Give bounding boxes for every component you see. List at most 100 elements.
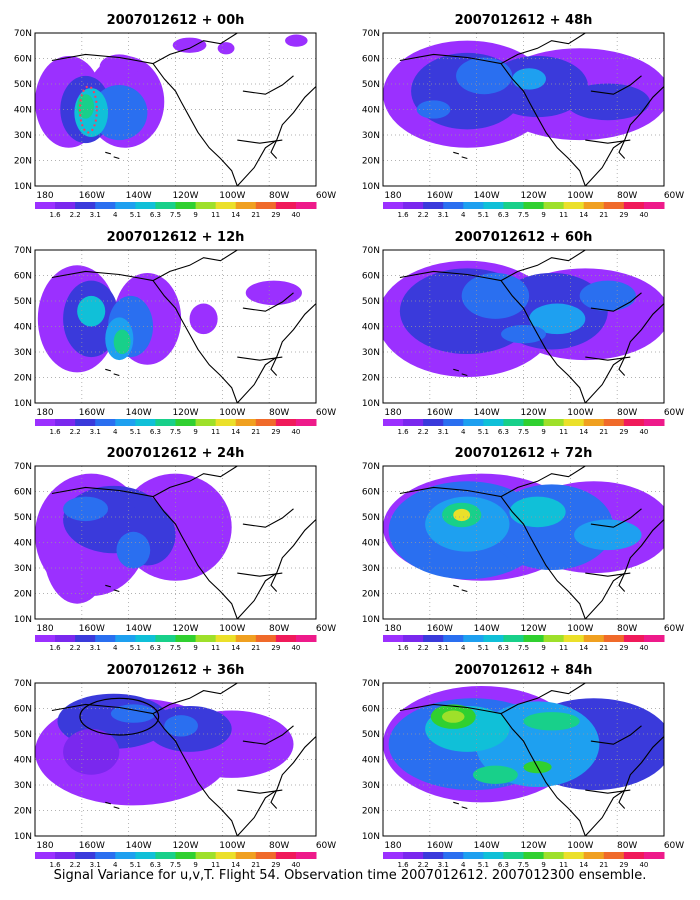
colorbar-label: 7.5 <box>518 428 529 436</box>
panel-title: 2007012612 + 12h <box>107 230 245 245</box>
coastline <box>585 572 631 577</box>
map-frame <box>382 682 665 837</box>
colorbar-label: 40 <box>639 211 648 219</box>
variance-contour <box>523 712 580 731</box>
colorbar-swatch <box>175 419 197 426</box>
coastline <box>105 801 112 805</box>
colorbar-label: 7.5 <box>170 428 181 436</box>
colorbar-swatch <box>503 202 524 209</box>
colorbar-swatch <box>563 202 585 209</box>
latitude-label: 40N <box>14 756 32 766</box>
colorbar-label: 11 <box>559 644 568 652</box>
colorbar-label: 40 <box>639 644 648 652</box>
colorbar-swatch <box>255 635 277 642</box>
latitude-label: 10N <box>362 399 380 409</box>
latitude-label: 10N <box>14 399 32 409</box>
colorbar-swatch <box>255 202 277 209</box>
coastline <box>461 373 468 377</box>
coastline <box>270 139 278 159</box>
colorbar-label: 11 <box>559 861 568 869</box>
colorbar-label: 6.3 <box>498 211 509 219</box>
colorbar-swatch <box>523 419 545 426</box>
coastline <box>618 789 626 809</box>
longitude-label: 180 <box>36 624 53 634</box>
colorbar-label: 6.3 <box>498 861 509 869</box>
colorbar-swatch <box>75 852 96 859</box>
longitude-label: 100W <box>567 841 593 851</box>
longitude-label: 180 <box>36 191 53 201</box>
colorbar-label: 14 <box>231 211 240 219</box>
longitude-label: 120W <box>520 624 546 634</box>
longitude-label: 80W <box>269 841 289 851</box>
longitude-label: 140W <box>474 191 500 201</box>
panel-title: 2007012612 + 60h <box>455 230 593 245</box>
variance-field <box>383 466 664 619</box>
latitude-label: 10N <box>362 832 380 842</box>
colorbar-label: 14 <box>579 428 588 436</box>
colorbar-swatch <box>543 419 565 426</box>
colorbar-swatch <box>55 635 76 642</box>
colorbar-label: 1.6 <box>50 861 62 869</box>
colorbar-label: 2.2 <box>418 211 429 219</box>
coastline <box>242 508 294 528</box>
colorbar-label: 14 <box>231 428 240 436</box>
latitude-label: 70N <box>14 679 32 689</box>
coastline <box>500 683 586 715</box>
longitude-label: 180 <box>384 408 401 418</box>
colorbar-swatch <box>275 635 297 642</box>
longitude-label: 60W <box>664 408 684 418</box>
colorbar-swatch <box>275 419 297 426</box>
colorbar-label: 7.5 <box>170 211 181 219</box>
colorbar-label: 14 <box>579 211 588 219</box>
longitude-label: 120W <box>172 408 198 418</box>
colorbar-label: 2.2 <box>70 211 81 219</box>
colorbar-label: 29 <box>271 861 280 869</box>
flight-track <box>78 85 98 134</box>
colorbar-label: 5.1 <box>478 644 489 652</box>
variance-contour <box>77 295 106 327</box>
latitude-label: 20N <box>14 374 32 384</box>
coastline <box>500 466 586 498</box>
longitude-label: 160W <box>427 841 453 851</box>
colorbar-swatch <box>603 635 625 642</box>
colorbar-swatch <box>583 419 605 426</box>
colorbar-label: 3.1 <box>90 211 101 219</box>
colorbar-label: 9 <box>541 211 545 219</box>
colorbar-swatch <box>443 419 464 426</box>
latitude-label: 10N <box>362 182 380 192</box>
coastline <box>113 373 120 377</box>
colorbar-swatch <box>35 419 56 426</box>
colorbar-swatch <box>443 635 464 642</box>
coastline <box>105 368 112 372</box>
colorbar-swatch <box>583 202 605 209</box>
coastline <box>584 86 664 186</box>
coastline <box>453 801 460 805</box>
variance-contour <box>416 100 451 119</box>
map-frame <box>34 465 317 620</box>
coastline <box>585 789 631 794</box>
latitude-label: 30N <box>362 781 380 791</box>
latitude-label: 50N <box>14 80 32 90</box>
colorbar-swatch <box>583 635 605 642</box>
variance-contour <box>116 531 151 569</box>
latitude-label: 40N <box>14 323 32 333</box>
colorbar-label: 5.1 <box>478 211 489 219</box>
colorbar-label: 9 <box>193 428 197 436</box>
colorbar-swatch <box>175 202 197 209</box>
colorbar: 1.6 2.2 3.1 4 5.1 6.3 7.5 9 11 14 21 29 40 <box>383 202 665 219</box>
colorbar-label: 4 <box>113 211 118 219</box>
variance-contour <box>172 37 207 53</box>
latitude-label: 30N <box>14 131 32 141</box>
coastline <box>152 683 238 715</box>
longitude-label: 60W <box>664 191 684 201</box>
colorbar-swatch <box>255 419 277 426</box>
colorbar-label: 3.1 <box>90 428 101 436</box>
colorbar-swatch <box>295 202 317 209</box>
colorbar-swatch <box>463 419 484 426</box>
colorbar-swatch <box>95 202 116 209</box>
colorbar-label: 1.6 <box>398 644 410 652</box>
colorbar: 1.6 2.2 3.1 4 5.1 6.3 7.5 9 11 14 21 29 40 <box>383 419 665 436</box>
colorbar-swatch <box>35 635 56 642</box>
coastline <box>453 151 460 155</box>
variance-contour <box>453 508 471 522</box>
